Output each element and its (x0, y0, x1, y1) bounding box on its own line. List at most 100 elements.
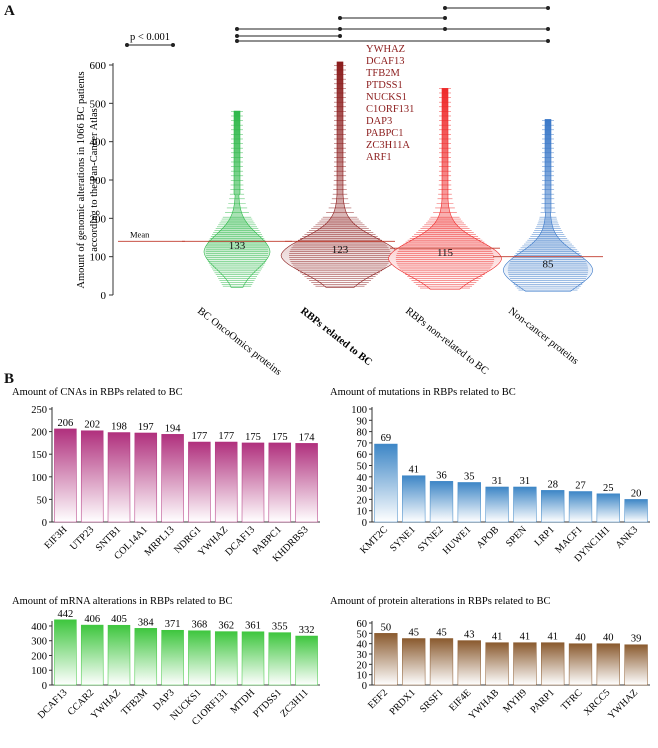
prot-title: Amount of protein alterations in RBPs re… (330, 596, 550, 607)
mut-bar (568, 491, 593, 523)
prot-category-label: EEF2 (366, 687, 390, 711)
mrna-bar (107, 624, 131, 686)
mut-y-tick-label: 80 (357, 428, 368, 439)
gene-label: PABPC1 (366, 128, 404, 139)
cna-bar (134, 432, 158, 523)
mrna-bar-value: 371 (165, 619, 181, 630)
mut-bar (457, 482, 481, 523)
gene-label: ZC3H11A (366, 140, 410, 151)
cna-bar (188, 441, 211, 523)
mut-bar (596, 493, 620, 523)
mrna-bar (214, 631, 238, 686)
gene-label: NUCKS1 (366, 92, 407, 103)
mrna-bar (188, 630, 211, 686)
violin-y-tick-label: 200 (90, 213, 107, 225)
top-gene-list: YWHAZDCAF13TFB2MPTDSS1NUCKS1C1ORF131DAP3… (366, 44, 414, 163)
violin-non-cancer-proteins: 85 (493, 119, 603, 292)
violin-y-axis-label: Amount of genomic alterations in 1066 BC… (76, 71, 100, 288)
mut-category-label: SYNE1 (388, 524, 418, 554)
gene-label: YWHAZ (366, 44, 405, 55)
cna-bar-value: 197 (138, 422, 154, 433)
prot-y-tick-label: 30 (357, 650, 368, 661)
violin-median-label: 115 (437, 247, 454, 259)
cna-y-tick-label: 250 (31, 405, 47, 416)
prot-y-tick-label: 50 (357, 629, 368, 640)
prot-bar (596, 643, 620, 686)
cna-y-tick-label: 150 (31, 450, 47, 461)
violin-bc-oncoomics-proteins: 133 (182, 110, 292, 288)
mut-y-tick-label: 0 (362, 518, 367, 529)
cna-bar (241, 442, 265, 523)
prot-bar (457, 640, 481, 686)
bracket-dot (546, 39, 550, 43)
cna-category-label: DCAF13 (223, 524, 257, 558)
violin-body (502, 119, 594, 292)
mrna-category-label: TFB2M (119, 687, 150, 718)
mut-bar-value: 20 (631, 488, 642, 499)
violin-y-tick-label: 500 (90, 98, 107, 110)
mut-y-tick-label: 100 (351, 405, 367, 416)
bracket-dot (125, 43, 129, 47)
prot-bar (374, 633, 398, 686)
prot-bar-value: 40 (603, 633, 614, 644)
mrna-bar-value: 355 (272, 622, 288, 633)
mrna-bar (161, 629, 184, 686)
cna-y-tick-label: 100 (31, 473, 47, 484)
prot-y-tick-label: 40 (357, 640, 368, 651)
prot-category-label: PARP1 (528, 687, 556, 715)
prot-category-label: TFRC (559, 687, 585, 713)
mut-y-tick-label: 30 (357, 484, 368, 495)
prot-bar (568, 643, 593, 686)
mrna-category-label: DCAF13 (36, 687, 70, 721)
mut-bar (429, 481, 454, 523)
cna-bar-value: 198 (111, 422, 127, 433)
mrna-title: Amount of mRNA alterations in RBPs relat… (12, 596, 233, 607)
cna-y-tick-label: 0 (42, 518, 47, 529)
prot-bar-value: 41 (547, 632, 558, 643)
protein-bar-chart: Amount of protein alterations in RBPs re… (330, 596, 650, 722)
prot-bar-value: 45 (408, 628, 419, 639)
cna-bar (214, 441, 238, 523)
cna-bar-value: 175 (272, 432, 288, 443)
cna-bar (107, 432, 131, 523)
mut-y-tick-label: 20 (357, 495, 368, 506)
mut-y-tick-label: 60 (357, 450, 368, 461)
mut-bar-value: 31 (520, 476, 531, 487)
mrna-y-tick-label: 300 (31, 637, 47, 648)
mut-bar-value: 35 (464, 471, 475, 482)
prot-category-label: SRSF1 (418, 687, 446, 715)
mrna-bar (54, 619, 77, 686)
mrna-bar (134, 628, 158, 686)
prot-y-tick-label: 20 (357, 660, 368, 671)
cna-bar-value: 177 (218, 431, 234, 442)
cna-bar-value: 174 (299, 432, 316, 443)
cna-title: Amount of CNAs in RBPs related to BC (12, 387, 183, 398)
violin-y-tick-label: 300 (90, 175, 107, 187)
bracket-dot (338, 27, 342, 31)
mut-y-tick-label: 50 (357, 462, 368, 473)
bracket-dot (546, 6, 550, 10)
mut-category-label: HUWE1 (441, 524, 474, 557)
prot-bar-value: 41 (520, 632, 531, 643)
mrna-bar-value: 361 (245, 621, 261, 632)
cna-y-tick-label: 50 (37, 495, 48, 506)
panel-a-label: A (4, 3, 15, 19)
violin-chart: Amount of genomic alterations in 1066 BC… (76, 6, 603, 378)
cna-category-label: UTP23 (68, 524, 96, 552)
mrna-category-label: ZC3H11 (278, 687, 310, 719)
mut-y-tick-label: 70 (357, 439, 368, 450)
violin-x-label: BC OncoOmics proteins (195, 306, 283, 378)
mrna-bar-chart: Amount of mRNA alterations in RBPs relat… (12, 596, 320, 728)
gene-label: C1ORF131 (366, 104, 414, 115)
mrna-bar-value: 405 (111, 614, 127, 625)
mrna-bar (80, 624, 104, 686)
mut-title: Amount of mutations in RBPs related to B… (330, 387, 516, 398)
mrna-category-label: YWHAZ (89, 687, 123, 721)
mut-bar (513, 486, 537, 523)
bracket-dot (235, 34, 239, 38)
mut-category-label: SPEN (504, 524, 529, 549)
mut-bar (624, 499, 648, 523)
cna-bar-value: 206 (58, 418, 74, 429)
prot-bar-value: 50 (381, 622, 392, 633)
cna-y-tick-label: 200 (31, 428, 47, 439)
